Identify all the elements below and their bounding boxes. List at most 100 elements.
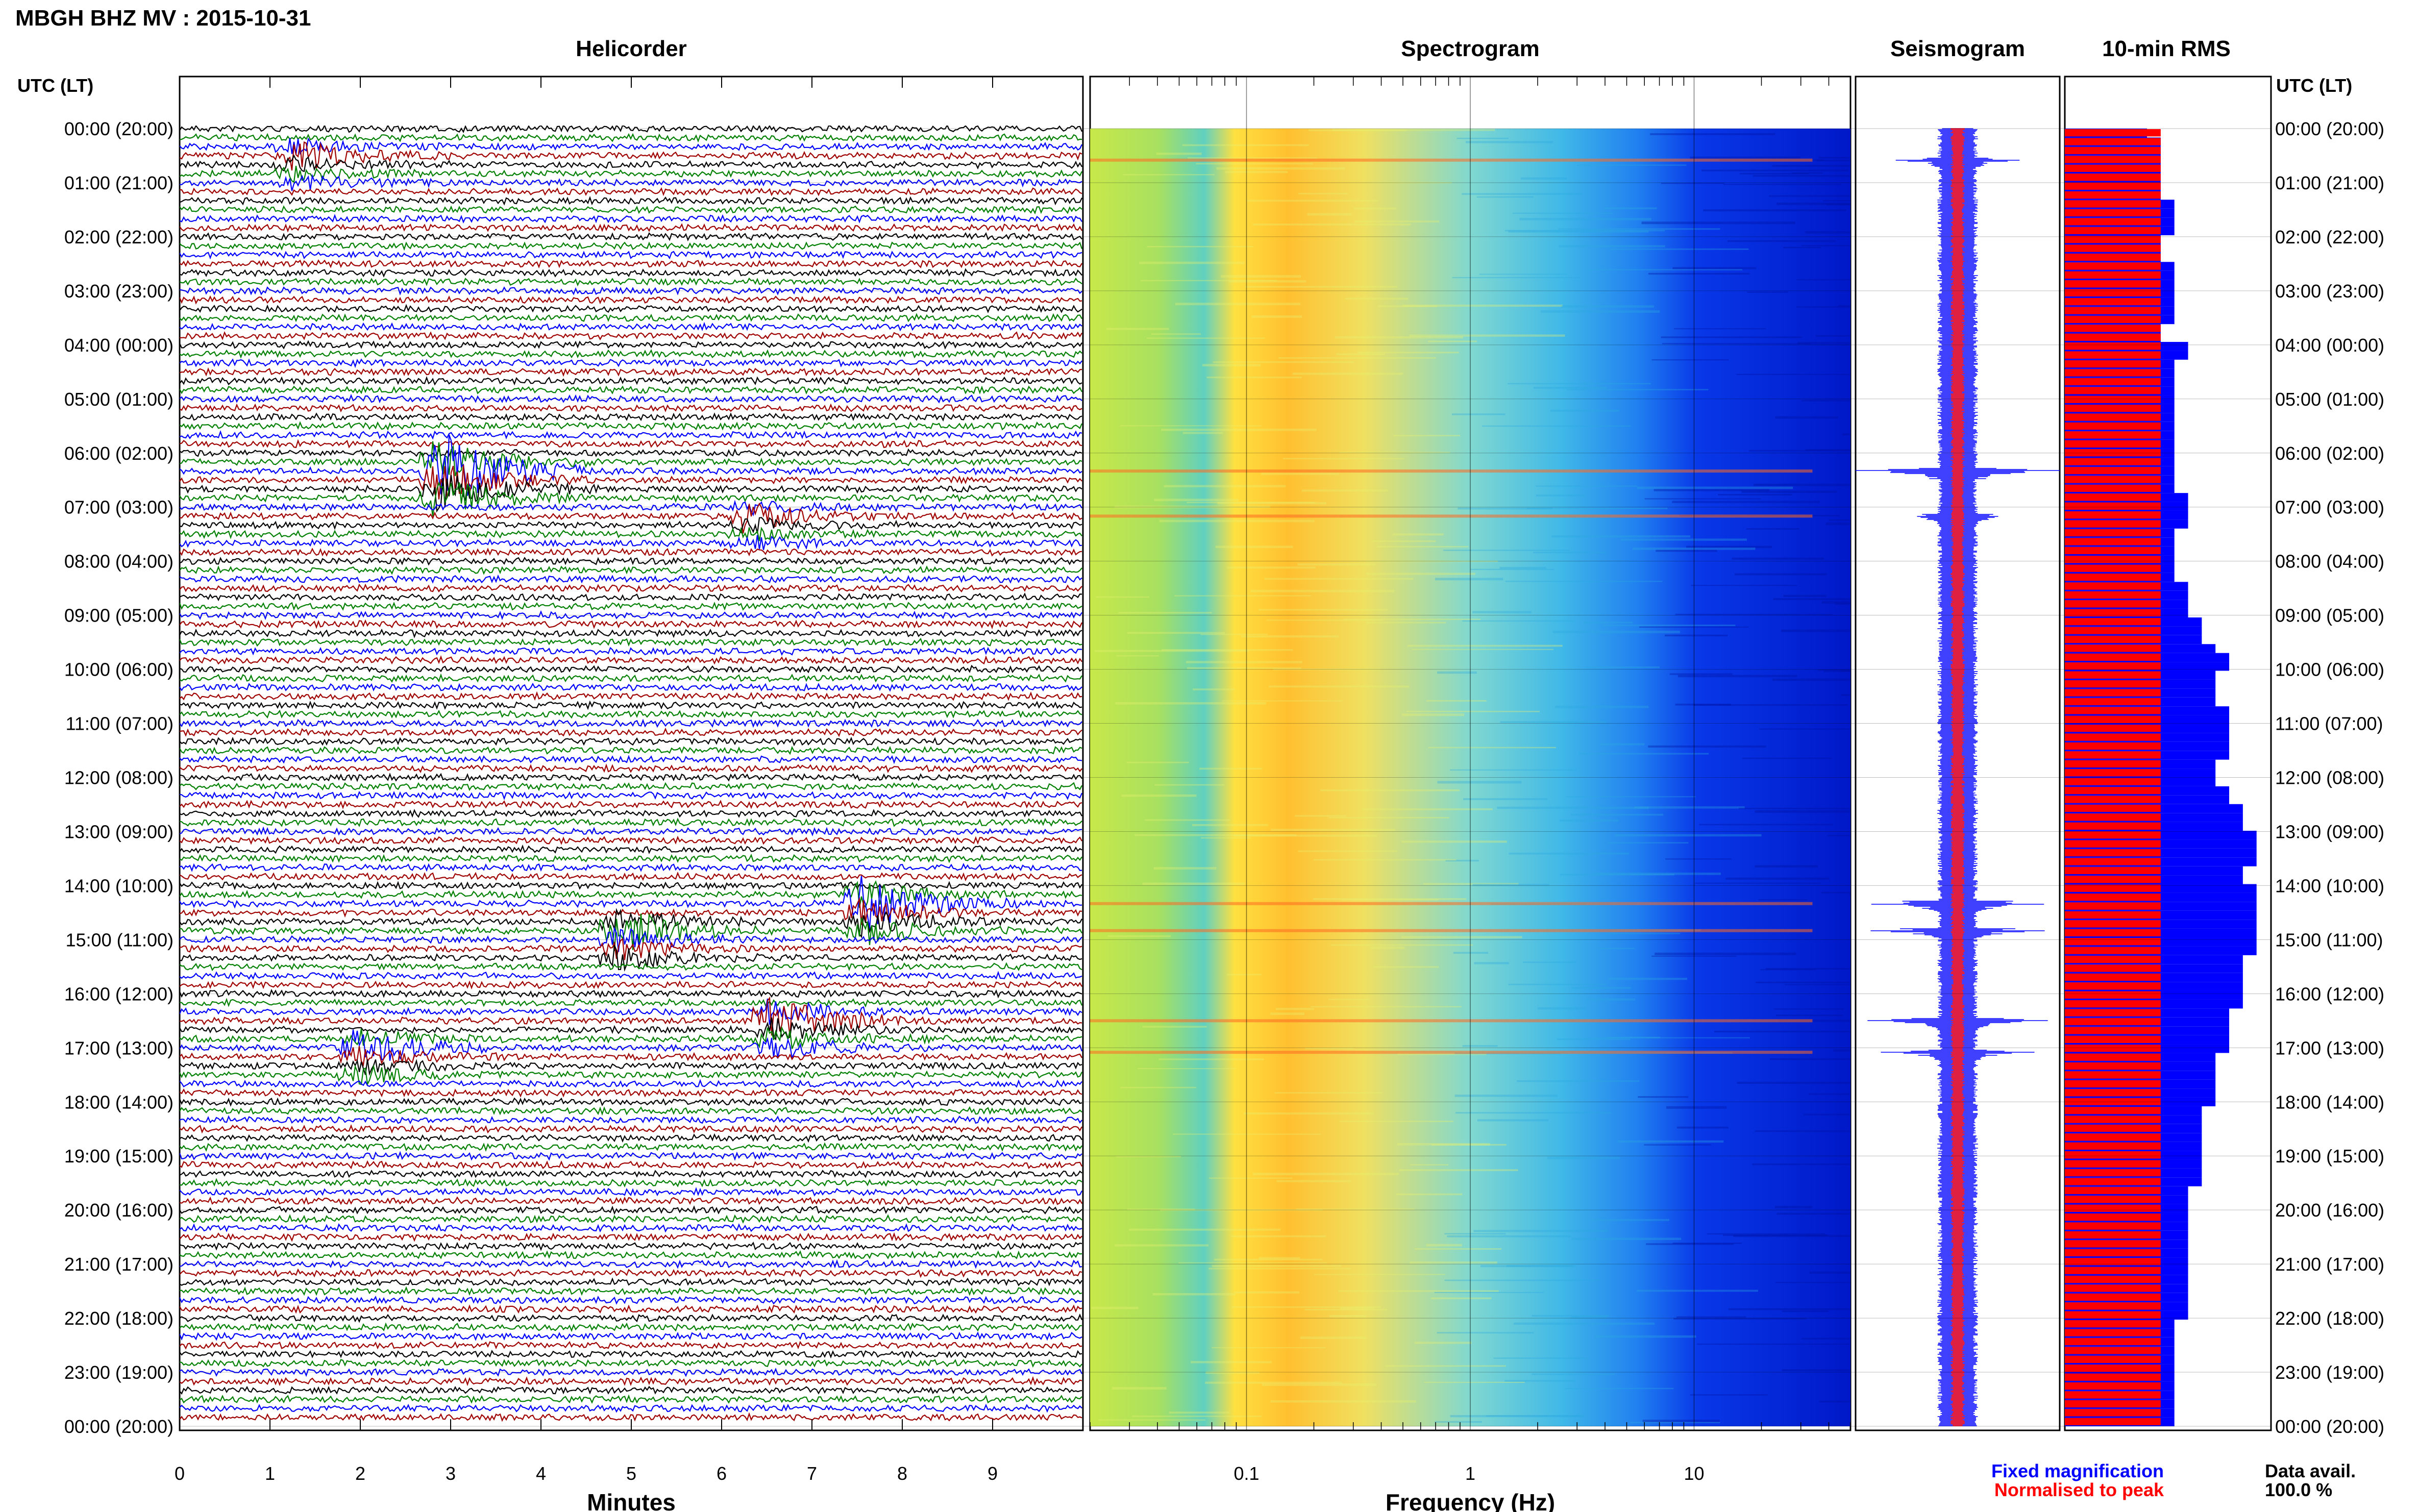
spectrogram-streak xyxy=(1267,619,1383,621)
spectrogram-streak xyxy=(1774,1008,1844,1010)
rms-normalised-bar xyxy=(2065,209,2161,217)
spectrogram-streak xyxy=(1500,721,1607,723)
spectrogram-streak xyxy=(1458,507,1553,510)
spectrogram-streak xyxy=(1138,1068,1237,1070)
spectrogram-streak xyxy=(1415,1248,1502,1250)
spectrogram-streak xyxy=(1676,1316,1746,1318)
spectrogram-streak xyxy=(1142,882,1245,885)
spectrogram-streak xyxy=(1462,1045,1498,1047)
rms-normalised-bar xyxy=(2065,1053,2161,1061)
spectrogram-streak xyxy=(1437,1332,1534,1334)
rms-normalised-bar xyxy=(2065,1133,2161,1141)
spectrogram-streak xyxy=(1739,808,1850,809)
rms-normalised-bar xyxy=(2065,1293,2161,1301)
helicorder-trace xyxy=(180,1242,1082,1251)
spectrogram-streak xyxy=(1465,141,1553,143)
spectrogram-streak xyxy=(1699,824,1833,826)
spectrogram-streak xyxy=(1576,164,1687,166)
spectrogram-streak xyxy=(1776,1212,1850,1215)
hour-label-left: 04:00 (00:00) xyxy=(64,335,174,356)
rms-normalised-bar xyxy=(2065,556,2161,563)
spectrogram-streak xyxy=(1739,172,1809,175)
spectrogram-streak xyxy=(1781,629,1850,632)
spectrogram-streak xyxy=(1816,159,1850,162)
spectrogram-event-band xyxy=(1090,1051,1813,1054)
spectrogram-streak xyxy=(1330,944,1473,946)
hour-label-left: 13:00 (09:00) xyxy=(64,821,174,842)
rms-normalised-bar xyxy=(2065,955,2161,963)
spectrogram-streak xyxy=(1755,865,1818,868)
spectrogram-streak xyxy=(1732,557,1824,560)
minutes-axis-title: Minutes xyxy=(587,1489,676,1512)
helicorder-trace xyxy=(180,517,1082,534)
spectrogram-streak xyxy=(1452,277,1582,279)
helicorder-trace xyxy=(180,1142,1082,1152)
spectrogram-streak xyxy=(1606,933,1681,934)
rms-normalised-bar xyxy=(2065,617,2161,626)
spectrogram-streak xyxy=(1162,649,1293,651)
helicorder-trace xyxy=(180,502,1082,534)
spectrogram-streak xyxy=(1690,1394,1768,1396)
spectrogram-streak xyxy=(1139,261,1245,264)
spectrogram-streak xyxy=(1310,1006,1462,1007)
rms-normalised-bar xyxy=(2065,1035,2161,1044)
rms-bars xyxy=(2065,129,2257,1426)
rms-normalised-bar xyxy=(2065,146,2161,155)
helicorder-trace xyxy=(180,268,1082,278)
spectrogram-streak xyxy=(1752,175,1850,177)
helicorder-trace xyxy=(180,727,1082,737)
rms-normalised-bar xyxy=(2065,804,2161,812)
spectrogram-streak xyxy=(1147,245,1253,247)
rms-normalised-bar xyxy=(2065,280,2161,288)
rms-normalised-bar xyxy=(2065,1231,2161,1239)
time-axis-label-left: UTC (LT) xyxy=(17,75,93,96)
spectrogram-streak xyxy=(1825,523,1850,525)
rms-normalised-bar xyxy=(2065,466,2161,475)
rms-normalised-bar xyxy=(2065,1142,2161,1150)
spectrogram-streak xyxy=(1188,157,1318,159)
helicorder-trace xyxy=(180,1232,1082,1242)
spectrogram-streak xyxy=(1821,601,1850,604)
helicorder-trace xyxy=(180,1187,1082,1197)
spectrogram-streak xyxy=(1835,603,1850,605)
spectrogram-streak xyxy=(1648,272,1750,275)
spectrogram-streak xyxy=(1776,203,1850,205)
hour-label-left: 12:00 (08:00) xyxy=(64,767,174,788)
data-availability-value: 100.0 % xyxy=(2265,1479,2332,1500)
helicorder-trace xyxy=(180,1341,1082,1350)
helicorder-trace xyxy=(180,340,1082,350)
spectrogram-streak xyxy=(1479,274,1567,275)
rms-normalised-bar xyxy=(2065,1311,2161,1319)
spectrogram-event-band xyxy=(1090,929,1813,932)
rms-normalised-bar xyxy=(2065,1098,2161,1105)
spectrogram-streak xyxy=(1301,489,1388,492)
spectrogram-streak xyxy=(1435,578,1503,581)
spectrogram-streak xyxy=(1385,1365,1506,1367)
helicorder-trace xyxy=(180,826,1082,836)
helicorder-trace xyxy=(180,980,1082,990)
spectrogram-streak xyxy=(1769,1058,1850,1060)
spectrogram-streak xyxy=(1329,1315,1366,1318)
spectrogram-streak xyxy=(1366,560,1498,562)
spectrogram-streak xyxy=(1205,1371,1260,1374)
hour-label-right: 16:00 (12:00) xyxy=(2275,983,2384,1004)
spectrogram-streak xyxy=(1473,1230,1608,1232)
spectrogram-streak xyxy=(1399,1169,1518,1172)
rms-normalised-bar xyxy=(2065,1400,2161,1408)
helicorder-trace xyxy=(180,154,1082,172)
rms-normalised-bar xyxy=(2065,1355,2161,1364)
hour-label-left: 18:00 (14:00) xyxy=(64,1092,174,1112)
spectrogram-streak xyxy=(1816,335,1850,337)
spectrogram-streak xyxy=(1209,1177,1293,1179)
spectrogram-streak xyxy=(1098,1419,1206,1421)
spectrogram-streak xyxy=(1304,1308,1388,1310)
spectrogram-streak xyxy=(1600,743,1645,746)
helicorder-trace xyxy=(180,647,1082,656)
rms-normalised-bar xyxy=(2065,218,2161,226)
spectrogram-streak xyxy=(1497,806,1649,809)
seismogram-title: Seismogram xyxy=(1890,36,2025,61)
helicorder-trace xyxy=(180,421,1083,431)
spectrogram-streak xyxy=(1123,174,1215,176)
minute-tick-label: 5 xyxy=(626,1463,636,1484)
